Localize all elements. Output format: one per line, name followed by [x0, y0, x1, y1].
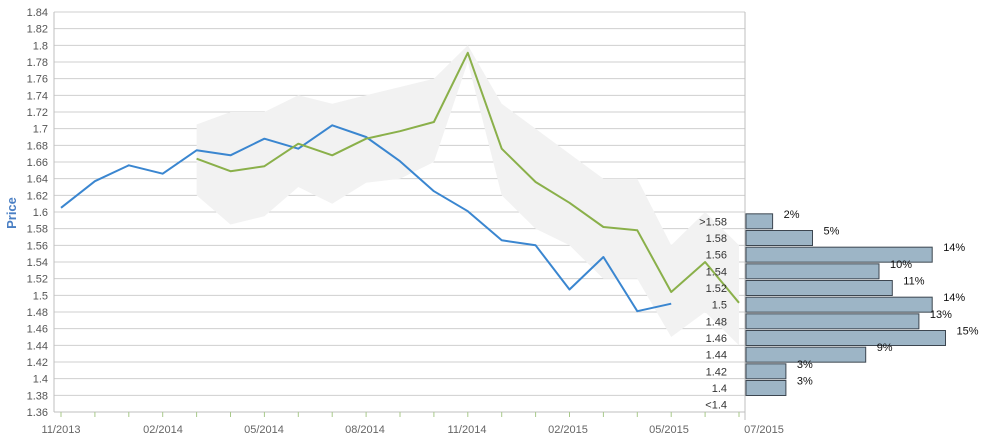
histogram-bar: [745, 296, 933, 313]
y-tick-label: 1.62: [27, 190, 48, 202]
x-tick-label: 05/2014: [244, 424, 284, 436]
x-tick-label: 08/2014: [345, 424, 385, 436]
series-line-2: [196, 51, 740, 304]
y-tick-label: 1.84: [27, 7, 48, 19]
histogram-layer: >1.58 2% 1.58 5% 1.56 14% 1.54 10% 1.52 11% 1.5 14%…: [699, 209, 979, 412]
y-tick-label: 1.64: [27, 174, 48, 186]
y-tick-label: 1.68: [27, 140, 48, 152]
y-tick-label: 1.5: [33, 290, 48, 302]
y-tick-label: 1.44: [27, 340, 48, 352]
y-tick-label: 1.52: [27, 274, 48, 286]
histogram-category-label: 1.42: [706, 366, 727, 378]
y-tick-label: 1.36: [27, 407, 48, 419]
histogram-category-label: 1.54: [706, 266, 727, 278]
histogram-bar: [745, 346, 867, 363]
y-tick-label: 1.46: [27, 324, 48, 336]
y-tick-label: 1.56: [27, 240, 48, 252]
series-line-1: [60, 124, 672, 313]
y-tick-label: 1.48: [27, 307, 48, 319]
histogram-percent-label: 9%: [877, 342, 893, 354]
histogram-category-label: 1.52: [706, 283, 727, 295]
histogram-category-label: <1.4: [705, 400, 727, 412]
histogram-bar: [745, 213, 774, 230]
histogram-category-label: 1.58: [706, 233, 727, 245]
histogram-category-label: 1.56: [706, 250, 727, 262]
histogram-percent-label: 14%: [943, 242, 965, 254]
histogram-percent-label: 2%: [784, 209, 800, 221]
y-tick-label: 1.74: [27, 90, 48, 102]
y-tick-label: 1.72: [27, 107, 48, 119]
histogram-bar: [745, 230, 813, 246]
histogram-percent-label: 5%: [824, 226, 840, 238]
y-tick-label: 1.38: [27, 390, 48, 402]
histogram-bar: [745, 246, 933, 263]
histogram-category-label: 1.44: [706, 350, 727, 362]
forecast-band-layer: [196, 45, 740, 346]
histogram-percent-label: 11%: [903, 276, 924, 288]
histogram-percent-label: 14%: [943, 292, 965, 304]
x-tick-label: 05/2015: [649, 424, 689, 436]
line-layer: [60, 51, 740, 313]
histogram-category-label: 1.48: [706, 316, 727, 328]
histogram-bar: [745, 330, 946, 346]
histogram-bar: [745, 280, 893, 296]
histogram-percent-label: 3%: [797, 376, 813, 388]
x-tick-label: 02/2015: [548, 424, 588, 436]
histogram-percent-label: 13%: [930, 309, 952, 321]
histogram-bar: [745, 380, 787, 396]
x-tick-label: 07/2015: [744, 424, 784, 436]
x-tick-label: 02/2014: [143, 424, 183, 436]
y-tick-label: 1.58: [27, 224, 48, 236]
histogram-percent-label: 15%: [957, 326, 979, 338]
histogram-percent-label: 10%: [890, 259, 912, 271]
histogram-category-label: 1.46: [706, 333, 727, 345]
y-axis-title: Price: [4, 197, 19, 229]
forecast-band: [196, 45, 740, 346]
y-tick-label: 1.66: [27, 157, 48, 169]
x-tick-label: 11/2014: [448, 424, 487, 436]
y-tick-label: 1.7: [33, 124, 48, 136]
histogram-bar: [745, 263, 880, 280]
y-tick-label: 1.54: [27, 257, 48, 269]
y-tick-label: 1.42: [27, 357, 48, 369]
axis-layer: 1.84 1.82 1.8 1.78 1.76 1.74 1.72 1.7 1.68 1.66 1.…: [27, 7, 784, 436]
histogram-category-label: 1.4: [712, 383, 727, 395]
y-tick-label: 1.78: [27, 57, 48, 69]
y-tick-label: 1.4: [33, 374, 48, 386]
y-tick-label: 1.8: [33, 40, 48, 52]
histogram-category-label: >1.58: [699, 216, 727, 228]
x-tick-label: 11/2013: [42, 424, 81, 436]
histogram-bar: [745, 313, 920, 330]
y-tick-label: 1.76: [27, 74, 48, 86]
histogram-percent-label: 3%: [797, 359, 813, 371]
histogram-category-label: 1.5: [712, 300, 727, 312]
y-tick-label: 1.82: [27, 24, 48, 36]
y-tick-label: 1.6: [33, 207, 48, 219]
histogram-bar: [745, 363, 787, 380]
